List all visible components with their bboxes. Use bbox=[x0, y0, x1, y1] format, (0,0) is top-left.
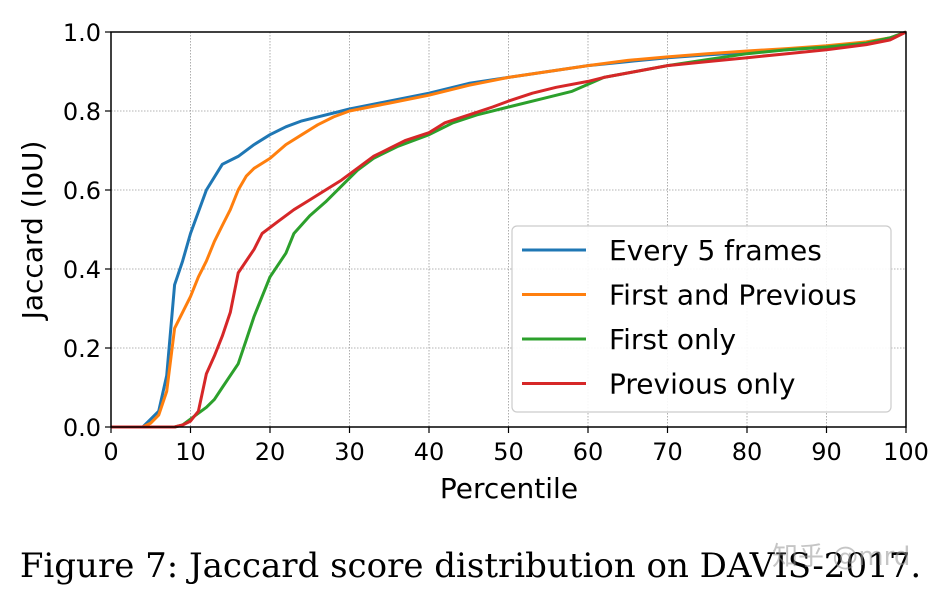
figure-caption: Figure 7: Jaccard score distribution on … bbox=[19, 546, 922, 586]
x-tick-label: 80 bbox=[732, 438, 763, 466]
x-tick-label: 70 bbox=[652, 438, 683, 466]
legend-label: First only bbox=[609, 323, 736, 356]
x-tick-label: 100 bbox=[883, 438, 929, 466]
legend-frame bbox=[511, 225, 892, 413]
x-tick-label: 10 bbox=[175, 438, 206, 466]
y-tick-label: 0.0 bbox=[63, 414, 101, 442]
series-line-first-and-previous bbox=[111, 30, 907, 429]
y-axis-label: Jaccard (IoU) bbox=[16, 141, 49, 322]
x-tick-label: 30 bbox=[334, 438, 365, 466]
y-tick-label: 0.4 bbox=[63, 256, 101, 284]
watermark: 知乎 @mrd bbox=[772, 542, 911, 572]
y-tick-label: 0.8 bbox=[63, 98, 101, 126]
x-axis-label: Percentile bbox=[440, 472, 578, 505]
series-line-previous-only bbox=[111, 30, 907, 429]
x-tick-label: 90 bbox=[811, 438, 842, 466]
legend: Every 5 frames First and Previous First on… bbox=[511, 225, 892, 413]
x-tick-label: 60 bbox=[573, 438, 604, 466]
y-tick-label: 0.6 bbox=[63, 177, 101, 205]
y-tick-label: 0.2 bbox=[63, 335, 101, 363]
x-tick-label: 40 bbox=[414, 438, 445, 466]
x-tick-label: 50 bbox=[493, 438, 524, 466]
y-tick-label: 1.0 bbox=[63, 19, 101, 47]
x-tick-label: 0 bbox=[103, 438, 118, 466]
legend-label: Previous only bbox=[609, 368, 795, 401]
ticks: 0 10 20 30 40 50 60 70 80 90 100 0.0 0.2 0.4 0.6 0.8 1.0 bbox=[63, 19, 929, 466]
legend-label: First and Previous bbox=[609, 279, 857, 312]
series-layer bbox=[111, 30, 907, 429]
series-line-first-only bbox=[111, 30, 907, 429]
x-tick-label: 20 bbox=[255, 438, 286, 466]
legend-label: Every 5 frames bbox=[609, 234, 822, 267]
